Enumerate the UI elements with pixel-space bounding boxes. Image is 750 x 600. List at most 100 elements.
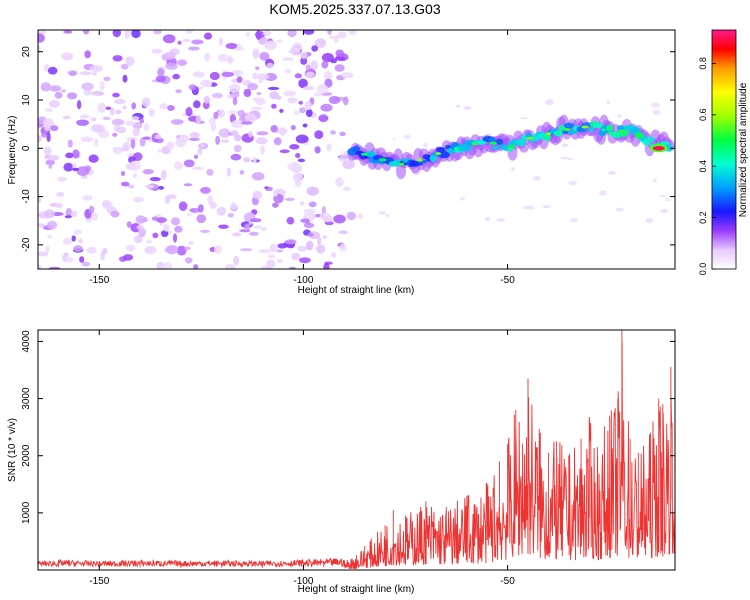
- noise-blob: [292, 42, 303, 52]
- noise-blob: [63, 162, 74, 172]
- noise-blob: [299, 201, 305, 206]
- noise-blob: [243, 157, 251, 163]
- ridge-core: [660, 141, 670, 146]
- spectrogram-x-tick-label: -150: [89, 275, 109, 286]
- noise-blob: [38, 265, 42, 269]
- ridge-highlight: [471, 142, 478, 146]
- noise-blob: [143, 123, 150, 131]
- colorbar-ticks: 0.0 0.2 0.4 0.6 0.8: [698, 57, 716, 275]
- ridge-core: [543, 133, 551, 142]
- noise-blob: [275, 128, 288, 134]
- noise-blob: [258, 249, 272, 254]
- noise-blob: [197, 204, 204, 213]
- spectrogram-y-ticks: 20 10 0 -10 -20: [21, 46, 675, 252]
- spectrogram-y-tick-label: -10: [21, 189, 32, 204]
- noise-blob: [283, 90, 296, 97]
- colorbar-tick-label: 0.4: [698, 160, 708, 173]
- noise-blob: [76, 119, 89, 126]
- noise-blob: [270, 125, 278, 133]
- noise-blob: [184, 246, 191, 251]
- spectrogram-panel: -150 -100 -50 20 10 0 -10 -20 Height of straig…: [7, 29, 676, 296]
- snr-y-tick-label: 3000: [21, 387, 32, 410]
- noise-blob: [122, 74, 128, 83]
- noise-blob: [185, 107, 193, 117]
- noise-blob: [339, 131, 346, 137]
- noise-blob: [97, 102, 106, 113]
- noise-blob: [191, 39, 204, 45]
- noise-blob: [47, 234, 53, 239]
- noise-blob: [653, 178, 657, 183]
- noise-blob: [153, 30, 162, 35]
- noise-blob: [128, 160, 141, 171]
- noise-blob: [304, 100, 312, 111]
- noise-blob: [155, 75, 166, 83]
- noise-blob: [316, 40, 327, 46]
- noise-blob: [252, 48, 260, 58]
- ridge-core: [645, 136, 655, 143]
- ridge-highlight: [360, 152, 369, 156]
- ridge-core: [564, 122, 575, 129]
- noise-blob: [599, 190, 607, 196]
- noise-blob: [256, 131, 269, 136]
- noise-blob: [233, 144, 242, 153]
- spectrogram-y-tick-label: 20: [21, 46, 32, 58]
- noise-blob: [62, 115, 71, 120]
- noise-blob: [269, 243, 278, 253]
- noise-blob: [328, 35, 341, 40]
- colorbar: 0.0 0.2 0.4 0.6 0.8 Normalized spectral ampl…: [698, 29, 749, 275]
- noise-blob: [103, 76, 111, 81]
- ridge-highlight: [637, 134, 644, 138]
- noise-blob: [88, 154, 99, 163]
- noise-blob: [73, 229, 82, 235]
- noise-blob: [560, 156, 569, 160]
- noise-blob: [256, 92, 262, 96]
- noise-blob: [173, 161, 183, 170]
- noise-blob: [285, 68, 292, 74]
- noise-blob: [232, 232, 242, 237]
- noise-blob: [86, 246, 97, 254]
- ridge-highlight: [379, 158, 387, 162]
- noise-blob: [105, 106, 112, 110]
- noise-blob: [569, 180, 577, 186]
- noise-blob: [267, 86, 280, 91]
- noise-blob: [81, 82, 94, 91]
- noise-blob: [266, 259, 276, 269]
- noise-blob: [218, 37, 223, 46]
- ridge-core: [365, 150, 376, 158]
- noise-blob: [57, 176, 67, 182]
- noise-blob: [338, 230, 349, 235]
- ridge-core: [460, 145, 472, 152]
- noise-blob: [120, 171, 126, 176]
- noise-blob: [49, 85, 62, 92]
- noise-blob: [218, 128, 231, 138]
- noise-blob: [340, 72, 354, 79]
- noise-blob: [249, 231, 259, 236]
- noise-blob: [321, 52, 334, 63]
- noise-blob: [321, 60, 329, 69]
- noise-blob: [339, 243, 347, 252]
- noise-blob: [142, 97, 151, 108]
- noise-blob: [148, 108, 155, 117]
- noise-blob: [228, 55, 233, 65]
- noise-blob: [188, 240, 194, 245]
- noise-blob: [132, 127, 140, 137]
- noise-blob: [290, 124, 296, 131]
- ridge-core: [562, 130, 569, 135]
- noise-blob: [211, 92, 223, 99]
- noise-blob: [298, 78, 308, 89]
- noise-blob: [78, 238, 83, 244]
- noise-blob: [259, 51, 270, 61]
- noise-blob: [182, 38, 191, 43]
- spectrogram-y-tick-label: 0: [21, 145, 32, 151]
- noise-blob: [210, 122, 216, 132]
- noise-blob: [231, 70, 244, 77]
- noise-blob: [60, 89, 67, 93]
- noise-blob: [291, 252, 301, 261]
- noise-blob: [194, 154, 198, 159]
- noise-blob: [192, 71, 205, 78]
- noise-blob: [112, 30, 121, 38]
- noise-blob: [116, 126, 127, 134]
- noise-blob: [82, 30, 90, 35]
- spectrogram-y-tick-label: 10: [21, 94, 32, 106]
- noise-blob: [236, 76, 243, 83]
